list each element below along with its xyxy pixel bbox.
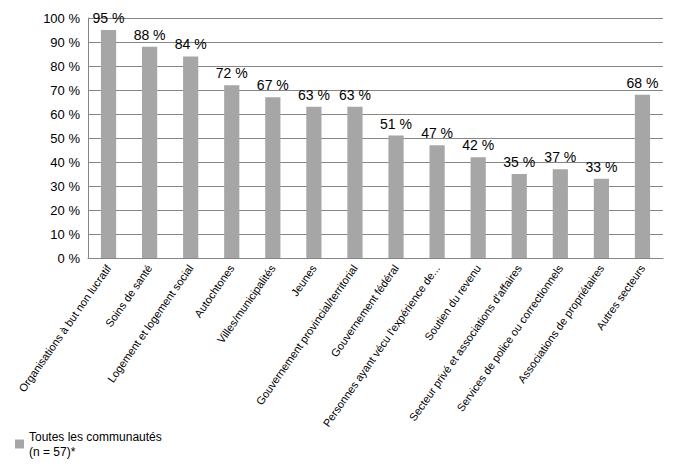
- svg-text:Gouvernement provincial/territ: Gouvernement provincial/territorial: [253, 262, 360, 408]
- svg-text:20 %: 20 %: [50, 203, 80, 218]
- svg-text:10 %: 10 %: [50, 227, 80, 242]
- svg-text:72 %: 72 %: [216, 65, 248, 81]
- svg-text:50 %: 50 %: [50, 131, 80, 146]
- svg-text:42 %: 42 %: [462, 137, 494, 153]
- svg-text:47 %: 47 %: [421, 125, 453, 141]
- svg-text:80 %: 80 %: [50, 59, 80, 74]
- svg-text:Jeunes: Jeunes: [289, 262, 319, 298]
- svg-text:60 %: 60 %: [50, 107, 80, 122]
- svg-text:Autres secteurs: Autres secteurs: [594, 262, 648, 332]
- svg-text:63 %: 63 %: [339, 87, 371, 103]
- svg-text:100 %: 100 %: [43, 11, 80, 26]
- svg-text:68 %: 68 %: [627, 75, 659, 91]
- svg-text:90 %: 90 %: [50, 35, 80, 50]
- svg-text:Autochtones: Autochtones: [192, 262, 237, 319]
- svg-text:Toutes les communautés: Toutes les communautés: [29, 430, 162, 444]
- svg-text:Villes/municipalités: Villes/municipalités: [215, 262, 278, 345]
- svg-text:30 %: 30 %: [50, 179, 80, 194]
- svg-text:40 %: 40 %: [50, 155, 80, 170]
- svg-text:63 %: 63 %: [298, 87, 330, 103]
- svg-text:67 %: 67 %: [257, 77, 289, 93]
- svg-text:Associations de propriétaires: Associations de propriétaires: [515, 262, 606, 385]
- svg-text:Secteur privé et associations: Secteur privé et associations d'affaires: [406, 262, 525, 424]
- svg-text:Services de police ou correcti: Services de police ou correctionnels: [454, 262, 566, 414]
- svg-text:Personnes ayant vécu l'expérie: Personnes ayant vécu l'expérience de...: [320, 262, 442, 429]
- svg-text:Soins de santé: Soins de santé: [102, 262, 155, 329]
- svg-text:Organisations à but non lucrat: Organisations à but non lucratif: [16, 262, 114, 394]
- svg-text:51 %: 51 %: [380, 116, 412, 132]
- svg-text:0 %: 0 %: [58, 251, 81, 266]
- svg-text:33 %: 33 %: [585, 159, 617, 175]
- svg-text:84 %: 84 %: [175, 36, 207, 52]
- svg-text:70 %: 70 %: [50, 83, 80, 98]
- svg-text:Gouvernement fédéral: Gouvernement fédéral: [328, 263, 401, 360]
- svg-text:35 %: 35 %: [503, 154, 535, 170]
- svg-text:(n = 57)*: (n = 57)*: [29, 445, 76, 459]
- svg-text:Logement et logement social: Logement et logement social: [105, 263, 196, 385]
- svg-text:95 %: 95 %: [93, 10, 125, 26]
- svg-text:88 %: 88 %: [134, 27, 166, 43]
- svg-text:Soutien du revenu: Soutien du revenu: [422, 262, 484, 343]
- svg-text:37 %: 37 %: [544, 149, 576, 165]
